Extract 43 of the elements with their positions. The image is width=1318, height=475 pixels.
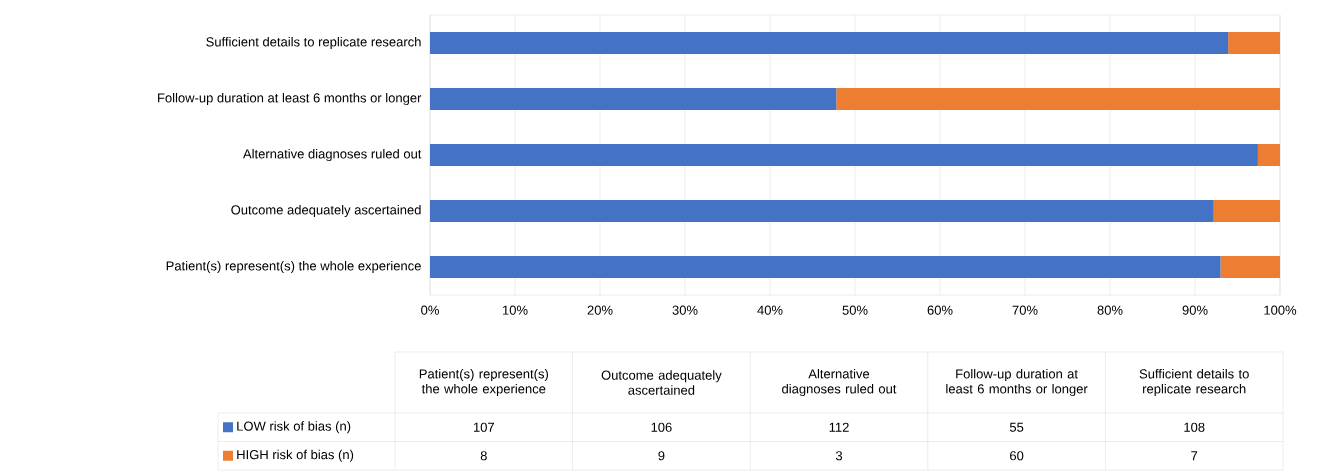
data-label: 107	[473, 422, 494, 432]
data-label: 9	[658, 451, 665, 461]
y-tick-label: Outcome adequately ascertained	[231, 204, 421, 218]
x-tick-label: 0%	[421, 305, 439, 315]
category-label: Follow-up duration at least 6 months or longer	[946, 368, 1088, 397]
data-label: 8	[480, 451, 487, 461]
data-label: 106	[651, 422, 672, 432]
bar	[430, 200, 1214, 222]
x-tick-label: 40%	[757, 305, 783, 315]
data-label: 108	[1184, 422, 1205, 432]
category-label: Alternative diagnoses ruled out	[782, 368, 897, 397]
x-tick-label: 100%	[1264, 305, 1297, 315]
x-tick-label: 20%	[587, 305, 613, 315]
x-tick-label: 80%	[1097, 305, 1123, 315]
bar	[1228, 32, 1280, 54]
y-tick-label: Alternative diagnoses ruled out	[243, 148, 422, 162]
legend-label: HIGH risk of bias (n)	[237, 449, 354, 462]
data-label: 7	[1191, 451, 1198, 461]
data-label: 60	[1010, 451, 1024, 461]
data-label: 3	[835, 451, 843, 461]
bar	[430, 32, 1229, 54]
bar	[1257, 144, 1280, 167]
x-tick-label: 30%	[672, 305, 698, 315]
x-tick-label: 90%	[1182, 305, 1208, 315]
category-label: Outcome adequately ascertained	[601, 370, 722, 395]
data-label: 112	[829, 422, 849, 432]
legend-label: LOW risk of bias (n)	[237, 421, 351, 434]
x-tick-label: 60%	[927, 305, 953, 315]
category-label: Sufficient details to replicate research	[1139, 368, 1249, 397]
x-tick-label: 50%	[842, 305, 868, 315]
bar	[430, 88, 837, 110]
x-tick-label: 70%	[1012, 305, 1038, 315]
bar	[430, 256, 1221, 278]
bar	[836, 88, 1280, 110]
bar	[1213, 200, 1280, 222]
x-tick-label: 10%	[502, 305, 528, 315]
data-label: 55	[1009, 422, 1024, 432]
bar	[430, 144, 1258, 167]
y-tick-label: Patient(s) represent(s) the whole experience	[166, 260, 421, 274]
category-label: Patient(s) represent(s) the whole experience	[419, 368, 549, 397]
y-tick-label: Follow-up duration at least 6 months or longer	[158, 92, 422, 106]
bar	[1220, 256, 1280, 278]
y-tick-label: Sufficient details to replicate research	[206, 36, 421, 50]
